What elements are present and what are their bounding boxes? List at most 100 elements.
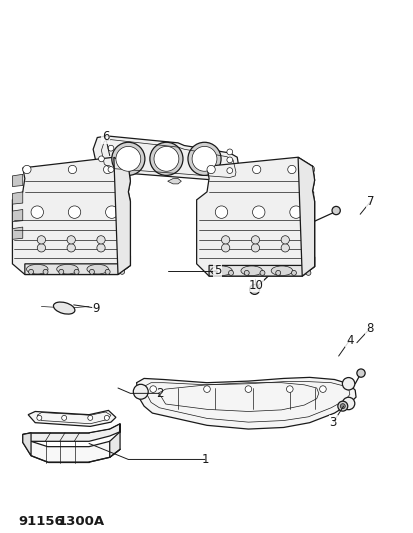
Circle shape <box>59 269 64 274</box>
Circle shape <box>252 165 260 174</box>
Circle shape <box>98 156 104 161</box>
Circle shape <box>203 386 210 392</box>
Circle shape <box>37 236 45 244</box>
Circle shape <box>280 236 289 244</box>
Circle shape <box>67 236 75 244</box>
Text: 3: 3 <box>329 416 336 429</box>
Circle shape <box>228 270 233 276</box>
Circle shape <box>259 270 264 276</box>
Circle shape <box>342 377 354 390</box>
Circle shape <box>62 415 66 421</box>
Circle shape <box>291 270 296 276</box>
Polygon shape <box>12 174 23 187</box>
Ellipse shape <box>87 264 108 274</box>
Circle shape <box>74 269 79 274</box>
Text: 2: 2 <box>155 387 163 400</box>
Polygon shape <box>23 433 31 456</box>
Circle shape <box>105 206 118 219</box>
Circle shape <box>112 142 145 175</box>
Circle shape <box>212 270 217 276</box>
Text: 10: 10 <box>248 279 263 292</box>
Polygon shape <box>12 227 23 239</box>
Polygon shape <box>301 227 313 239</box>
Circle shape <box>28 269 33 274</box>
Circle shape <box>108 146 114 151</box>
Circle shape <box>206 165 215 174</box>
Circle shape <box>23 165 31 174</box>
Circle shape <box>342 397 354 410</box>
Circle shape <box>226 157 232 163</box>
Circle shape <box>280 244 289 252</box>
Polygon shape <box>93 136 240 181</box>
Polygon shape <box>12 157 130 274</box>
Polygon shape <box>196 157 314 276</box>
Circle shape <box>339 403 344 409</box>
Circle shape <box>286 386 292 392</box>
Circle shape <box>43 269 48 274</box>
Circle shape <box>192 147 216 171</box>
Circle shape <box>244 386 251 392</box>
Polygon shape <box>23 424 120 442</box>
Polygon shape <box>28 410 116 426</box>
Circle shape <box>305 270 310 276</box>
Polygon shape <box>301 192 313 204</box>
Circle shape <box>215 206 227 219</box>
Circle shape <box>289 206 301 219</box>
Ellipse shape <box>26 264 48 274</box>
Circle shape <box>103 165 112 174</box>
Circle shape <box>67 244 75 252</box>
Text: 5: 5 <box>213 264 221 277</box>
Polygon shape <box>12 209 23 222</box>
Circle shape <box>68 206 81 219</box>
Circle shape <box>331 206 339 215</box>
Polygon shape <box>167 179 181 184</box>
Polygon shape <box>297 157 314 276</box>
Ellipse shape <box>210 266 232 276</box>
Circle shape <box>97 244 105 252</box>
Text: 8: 8 <box>365 322 373 335</box>
Polygon shape <box>136 377 355 429</box>
Circle shape <box>356 369 364 377</box>
Ellipse shape <box>240 266 262 276</box>
Circle shape <box>104 415 109 421</box>
Circle shape <box>287 165 295 174</box>
Circle shape <box>133 384 148 399</box>
Circle shape <box>122 165 130 174</box>
Text: 6: 6 <box>102 131 109 143</box>
Circle shape <box>306 165 314 174</box>
Polygon shape <box>25 256 130 274</box>
Polygon shape <box>12 192 23 204</box>
Polygon shape <box>301 209 313 222</box>
Circle shape <box>251 236 259 244</box>
Circle shape <box>337 401 347 411</box>
Circle shape <box>221 244 229 252</box>
Text: 4: 4 <box>345 334 353 346</box>
Circle shape <box>221 236 229 244</box>
Circle shape <box>252 206 264 219</box>
Circle shape <box>88 415 93 421</box>
Polygon shape <box>301 174 313 187</box>
Circle shape <box>275 270 280 276</box>
Polygon shape <box>209 257 314 276</box>
Circle shape <box>31 206 43 219</box>
Text: 1300A: 1300A <box>58 515 105 528</box>
Polygon shape <box>109 424 120 457</box>
Ellipse shape <box>53 302 75 314</box>
Circle shape <box>89 269 94 274</box>
Text: 1: 1 <box>201 453 208 466</box>
Text: 7: 7 <box>366 195 373 208</box>
Circle shape <box>319 386 325 392</box>
Circle shape <box>249 285 259 294</box>
Text: 91156: 91156 <box>18 515 64 528</box>
Circle shape <box>68 165 76 174</box>
Circle shape <box>116 147 140 171</box>
Circle shape <box>251 244 259 252</box>
Ellipse shape <box>57 264 78 274</box>
Circle shape <box>226 168 232 173</box>
Circle shape <box>97 236 105 244</box>
Circle shape <box>150 386 156 392</box>
Text: 9: 9 <box>92 302 100 314</box>
Circle shape <box>108 167 114 172</box>
Circle shape <box>244 270 249 276</box>
Polygon shape <box>114 157 130 274</box>
